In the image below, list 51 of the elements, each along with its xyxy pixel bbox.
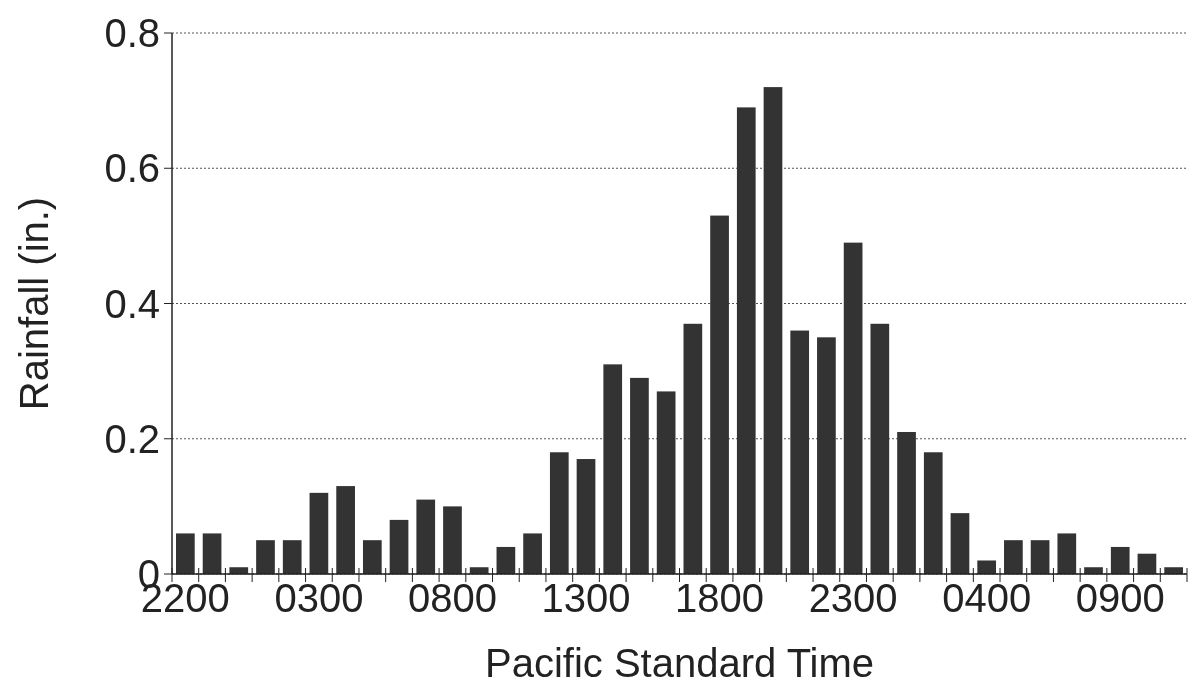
x-tick-label: 0400 (942, 576, 1032, 620)
x-tick-label: 1800 (675, 576, 765, 620)
bar (817, 337, 836, 574)
bar (897, 431, 916, 574)
bar (790, 330, 810, 574)
y-tick-label: 0.8 (104, 11, 160, 55)
bar (977, 560, 997, 574)
bar (309, 492, 329, 574)
bar (549, 452, 569, 574)
bar (1084, 567, 1103, 574)
y-tick-label: 0.6 (104, 146, 160, 191)
y-tick-label: 0.4 (104, 281, 160, 326)
bar (656, 391, 676, 574)
bar (1030, 540, 1050, 574)
bar (469, 567, 489, 574)
x-tick-label: 0900 (1075, 576, 1165, 620)
bar (362, 540, 382, 574)
bar (176, 533, 195, 574)
x-tick-label: 2300 (808, 576, 898, 620)
bar (576, 459, 596, 574)
bar (870, 323, 890, 574)
x-tick-label: 1300 (541, 576, 631, 620)
bar (1057, 533, 1077, 574)
bar (443, 506, 462, 574)
bar (950, 513, 970, 574)
bar (630, 377, 649, 574)
y-axis-title: Rainfall (in.) (12, 196, 56, 411)
bar (496, 546, 516, 574)
bar (416, 499, 436, 574)
bar (523, 533, 542, 574)
bar (683, 323, 703, 574)
bar (256, 540, 275, 574)
bar (843, 242, 863, 574)
x-tick-label: 0800 (407, 576, 497, 620)
bar (603, 364, 623, 574)
bar (202, 533, 222, 574)
bar (336, 486, 355, 574)
x-axis-title: Pacific Standard Time (484, 641, 875, 685)
bar (763, 87, 783, 574)
bar (282, 540, 302, 574)
bar (1110, 546, 1130, 574)
y-tick-label: 0.2 (104, 416, 160, 461)
bar (1137, 553, 1157, 574)
bar (710, 215, 729, 574)
bar (1164, 567, 1183, 574)
bar (389, 519, 409, 574)
bar (736, 107, 756, 574)
bar (1004, 540, 1023, 574)
bar (923, 452, 943, 574)
bar (229, 567, 249, 574)
x-tick-label: 0300 (274, 576, 364, 620)
